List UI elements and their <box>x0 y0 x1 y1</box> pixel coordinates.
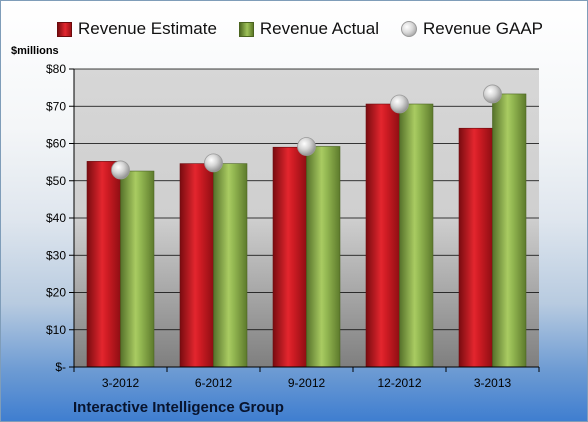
legend-item-gaap: Revenue GAAP <box>401 19 543 39</box>
marker-revenue-gaap <box>297 137 316 156</box>
bar-revenue-estimate <box>179 163 214 368</box>
y-axis-units-label: $millions <box>11 45 59 57</box>
x-tick-label: 12-2012 <box>377 376 421 390</box>
legend-label-gaap: Revenue GAAP <box>423 19 544 38</box>
bar-revenue-estimate <box>365 103 400 368</box>
legend-item-actual: Revenue Actual <box>238 19 379 39</box>
y-tick-label: $- <box>55 360 66 374</box>
y-tick-label: $70 <box>46 99 66 113</box>
company-name: Interactive Intelligence Group <box>73 399 284 416</box>
gaap-markers <box>111 84 502 180</box>
y-tick-label: $10 <box>46 323 66 337</box>
legend-swatch-estimate <box>57 21 72 37</box>
x-tick-label: 6-2012 <box>195 376 233 390</box>
y-tick-label: $80 <box>46 62 66 76</box>
y-tick-label: $60 <box>46 137 66 151</box>
legend-label-actual: Revenue Actual <box>259 19 379 38</box>
bar-revenue-actual <box>306 146 341 368</box>
marker-revenue-gaap <box>390 94 409 114</box>
bar-revenue-estimate <box>86 161 121 368</box>
marker-revenue-gaap <box>111 160 130 180</box>
legend-swatch-actual <box>238 21 254 37</box>
bar-revenue-actual <box>120 170 155 368</box>
y-axis: $- $10 $20 $30 $40 $50 $60 $70 $80 <box>46 62 75 374</box>
bar-revenue-estimate <box>458 127 493 368</box>
legend-label-estimate: Revenue Estimate <box>78 19 217 38</box>
bar-revenue-actual <box>213 163 248 368</box>
legend: Revenue Estimate Revenue Actual Revenue … <box>57 19 565 39</box>
y-tick-label: $50 <box>46 174 66 188</box>
bar-revenue-actual <box>492 93 527 368</box>
x-tick-label: 3-2012 <box>102 376 140 390</box>
marker-revenue-gaap <box>483 84 502 104</box>
marker-revenue-gaap <box>204 153 223 173</box>
y-tick-label: $40 <box>46 211 66 225</box>
y-tick-label: $30 <box>46 248 66 262</box>
legend-marker-gaap <box>401 21 417 37</box>
bar-revenue-estimate <box>272 146 307 368</box>
x-tick-label: 9-2012 <box>288 376 326 390</box>
y-tick-label: $20 <box>46 286 66 300</box>
bars <box>86 93 527 368</box>
legend-item-estimate: Revenue Estimate <box>57 19 217 39</box>
x-axis: 3-2012 6-2012 9-2012 12-2012 3-2013 <box>73 366 540 390</box>
bar-revenue-actual <box>399 103 434 368</box>
x-tick-label: 3-2013 <box>474 376 512 390</box>
